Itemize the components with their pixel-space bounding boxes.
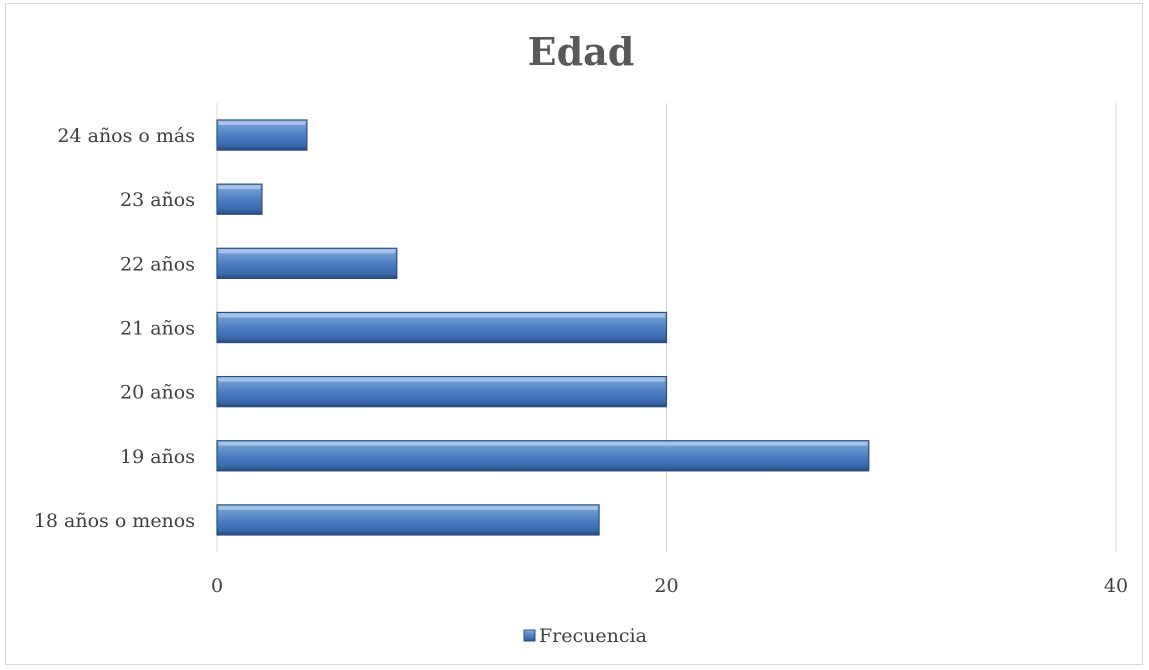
x-tick-label-0: 0	[211, 575, 223, 597]
bar	[216, 183, 263, 215]
y-tick-label: 22 años	[120, 253, 195, 275]
legend-swatch	[523, 629, 536, 642]
bar-group	[216, 504, 600, 536]
bar	[216, 375, 668, 408]
bar-group	[216, 183, 263, 215]
chart-title: Edad	[528, 29, 635, 74]
bar-highlight	[219, 378, 665, 382]
y-tick-label: 20 años	[120, 382, 195, 404]
bar-group	[216, 119, 308, 151]
bar-group	[216, 375, 668, 408]
bar-highlight	[219, 186, 260, 190]
bar-group	[216, 440, 870, 472]
y-tick-label: 21 años	[120, 318, 195, 340]
bar-highlight	[219, 250, 395, 254]
legend-label: Frecuencia	[539, 625, 647, 647]
bar-highlight	[219, 121, 305, 125]
bar-highlight	[219, 314, 665, 318]
y-tick-label: 24 años o más	[57, 125, 195, 147]
bar	[216, 247, 398, 280]
y-tick-label: 18 años o menos	[34, 510, 195, 532]
bar	[216, 504, 600, 536]
bar	[216, 440, 870, 472]
bar-highlight	[219, 506, 598, 510]
legend: Frecuencia	[523, 625, 647, 647]
y-tick-label: 23 años	[120, 189, 195, 211]
bar-group	[216, 311, 668, 344]
bar-highlight	[219, 442, 867, 446]
bar	[216, 311, 668, 344]
x-tick-label-20: 20	[654, 575, 678, 597]
y-tick-label: 19 años	[120, 446, 195, 468]
bar-group	[216, 247, 398, 280]
bar	[216, 119, 308, 151]
x-tick-label-40: 40	[1104, 575, 1128, 597]
